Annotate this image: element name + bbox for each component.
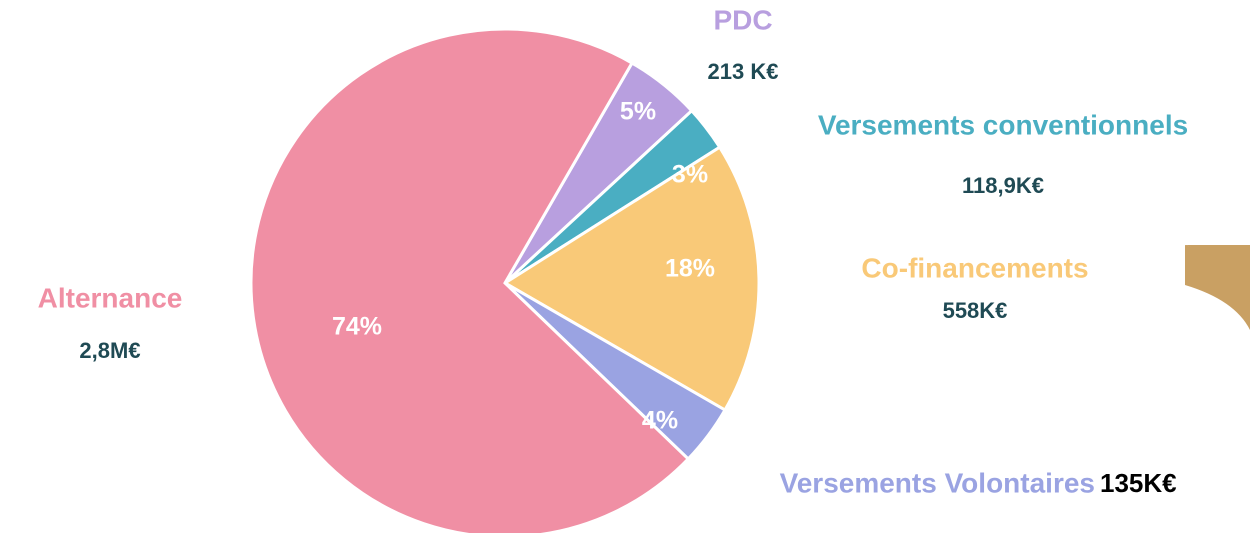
category-label: Versements Volontaires (780, 467, 1095, 498)
category-label: Co-financements (861, 252, 1088, 283)
amount-label: 2,8M€ (79, 338, 140, 363)
percent-label: 4% (642, 407, 678, 435)
category-label: PDC (713, 4, 772, 35)
percent-label: 5% (620, 98, 656, 126)
pie-slice (249, 27, 691, 533)
amount-label: 213 K€ (708, 59, 779, 84)
percent-label: 3% (672, 161, 708, 189)
amount-label: 135K€ (1100, 468, 1177, 498)
decoration (1185, 245, 1250, 330)
amount-label: 118,9K€ (962, 173, 1044, 198)
amount-label: 558K€ (943, 298, 1008, 323)
percent-label: 74% (332, 313, 382, 341)
pie-slice (502, 145, 761, 413)
category-label: Alternance (38, 282, 183, 313)
category-label: Versements conventionnels (818, 109, 1188, 140)
percent-label: 18% (665, 255, 715, 283)
decoration (1185, 245, 1250, 295)
